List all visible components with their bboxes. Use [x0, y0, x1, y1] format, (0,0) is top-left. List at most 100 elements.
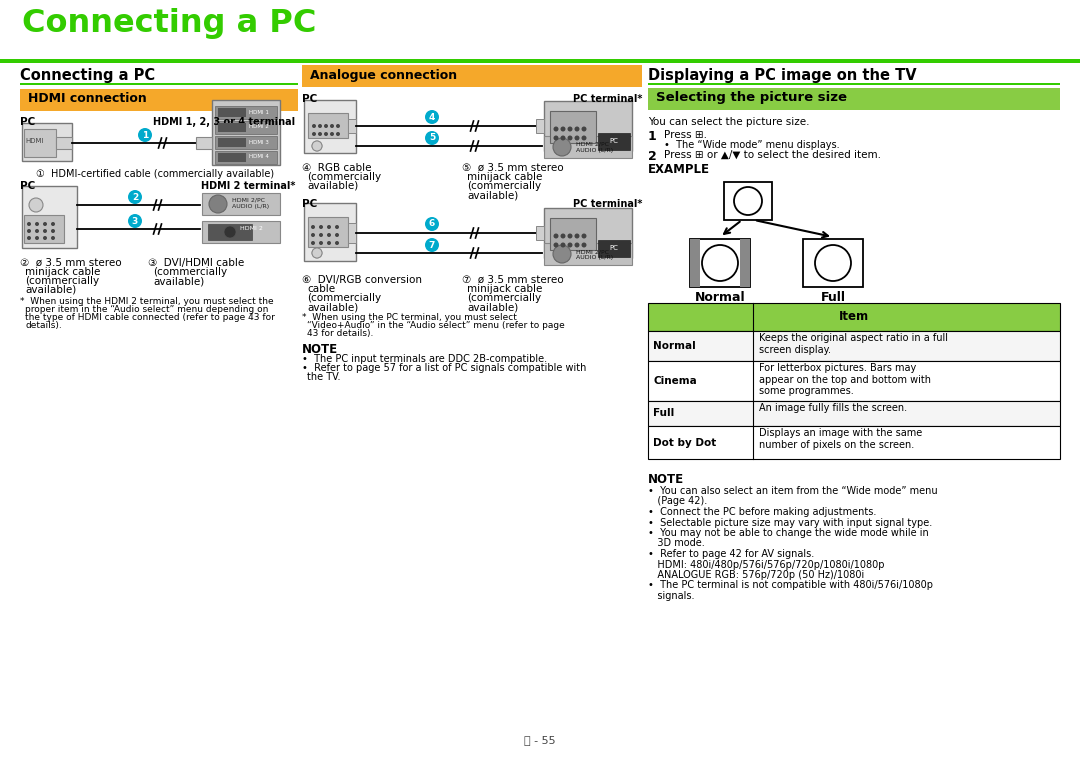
Text: Displaying a PC image on the TV: Displaying a PC image on the TV [648, 68, 917, 83]
Circle shape [27, 236, 31, 240]
Circle shape [734, 187, 762, 215]
Text: (Page 42).: (Page 42). [648, 497, 707, 507]
Circle shape [51, 236, 55, 240]
Circle shape [575, 233, 580, 239]
Bar [690, 239, 700, 287]
Text: HDMI connection: HDMI connection [28, 92, 147, 105]
Bar [24, 129, 56, 157]
Circle shape [567, 243, 572, 247]
Circle shape [335, 241, 339, 245]
Circle shape [51, 222, 55, 226]
Circle shape [554, 136, 558, 140]
Text: HDMI: HDMI [25, 138, 43, 144]
Text: Connecting a PC: Connecting a PC [21, 68, 156, 83]
Bar [218, 138, 246, 147]
Circle shape [554, 243, 558, 247]
Circle shape [129, 214, 141, 228]
Text: Cinema: Cinema [653, 376, 697, 386]
Circle shape [426, 131, 438, 145]
Text: Press ⊞ or ▲/▼ to select the desired item.: Press ⊞ or ▲/▼ to select the desired ite… [664, 150, 881, 160]
Bar [303, 100, 356, 153]
Text: 43 for details).: 43 for details). [307, 329, 374, 338]
Text: •  The PC terminal is not compatible with 480i/576i/1080p: • The PC terminal is not compatible with… [648, 581, 933, 591]
Circle shape [327, 241, 330, 245]
Circle shape [581, 136, 586, 140]
Text: (commercially: (commercially [467, 181, 541, 191]
Text: PC: PC [302, 94, 318, 104]
Bar [195, 137, 212, 149]
Bar [308, 217, 348, 247]
Circle shape [575, 243, 580, 247]
Circle shape [319, 225, 323, 229]
Circle shape [210, 195, 227, 213]
Circle shape [311, 233, 315, 237]
Circle shape [581, 233, 586, 239]
Circle shape [561, 233, 566, 239]
Bar [544, 208, 632, 258]
Text: available): available) [307, 302, 359, 312]
Text: Analogue connection: Analogue connection [310, 69, 457, 82]
Text: ②  ø 3.5 mm stereo: ② ø 3.5 mm stereo [21, 258, 122, 268]
Text: PC terminal*: PC terminal* [572, 199, 642, 209]
Circle shape [27, 229, 31, 233]
Circle shape [51, 229, 55, 233]
Bar [202, 221, 280, 243]
Bar [215, 151, 276, 164]
Bar [598, 240, 630, 257]
Text: NOTE: NOTE [302, 343, 338, 356]
Bar [202, 193, 280, 215]
Text: available): available) [467, 302, 518, 312]
Circle shape [335, 225, 339, 229]
Circle shape [702, 245, 738, 281]
Text: PC: PC [609, 245, 619, 251]
Text: (commercially: (commercially [467, 293, 541, 303]
Circle shape [561, 243, 566, 247]
Bar [544, 101, 632, 151]
Text: HDMI 2: HDMI 2 [240, 227, 262, 231]
Text: Full: Full [821, 291, 846, 304]
Bar [208, 224, 252, 240]
Bar [215, 136, 276, 149]
Circle shape [336, 124, 340, 128]
Circle shape [426, 217, 438, 231]
Text: Press ⊞.: Press ⊞. [664, 130, 707, 140]
Text: 7: 7 [429, 240, 435, 250]
Text: HDMI 2/PC
AUDIO (L/R): HDMI 2/PC AUDIO (L/R) [232, 198, 269, 209]
Circle shape [129, 190, 141, 204]
Circle shape [138, 128, 152, 142]
Circle shape [35, 229, 39, 233]
Bar [302, 65, 642, 87]
Text: Connecting a PC: Connecting a PC [22, 8, 316, 39]
Bar [215, 106, 276, 119]
Bar [598, 133, 630, 150]
Text: Normal: Normal [653, 341, 696, 351]
Text: HDMI 1: HDMI 1 [249, 110, 269, 114]
Text: ④  RGB cable: ④ RGB cable [302, 163, 372, 173]
Bar [22, 123, 72, 161]
Bar [215, 121, 276, 134]
Text: HDMI 2 terminal*: HDMI 2 terminal* [201, 181, 295, 191]
Bar [218, 108, 246, 117]
Bar [0, 59, 1080, 63]
Text: Normal: Normal [694, 291, 745, 304]
Circle shape [553, 138, 571, 156]
Circle shape [35, 222, 39, 226]
Circle shape [29, 198, 43, 212]
Text: HDMI 2: HDMI 2 [249, 124, 269, 130]
Bar [24, 215, 64, 243]
Circle shape [35, 236, 39, 240]
Text: ⑦  ø 3.5 mm stereo: ⑦ ø 3.5 mm stereo [462, 275, 564, 285]
Text: (commercially: (commercially [307, 293, 381, 303]
Circle shape [312, 124, 316, 128]
Circle shape [27, 222, 31, 226]
Circle shape [575, 127, 580, 131]
Text: HDMI 1, 2, 3 or 4 terminal: HDMI 1, 2, 3 or 4 terminal [153, 117, 295, 127]
Text: Selecting the picture size: Selecting the picture size [656, 92, 847, 105]
Circle shape [553, 245, 571, 263]
Circle shape [312, 141, 322, 151]
Text: 3: 3 [132, 217, 138, 226]
Text: available): available) [467, 190, 518, 200]
Text: *  When using the PC terminal, you must select: * When using the PC terminal, you must s… [302, 313, 517, 322]
Circle shape [319, 241, 323, 245]
Circle shape [312, 132, 316, 136]
